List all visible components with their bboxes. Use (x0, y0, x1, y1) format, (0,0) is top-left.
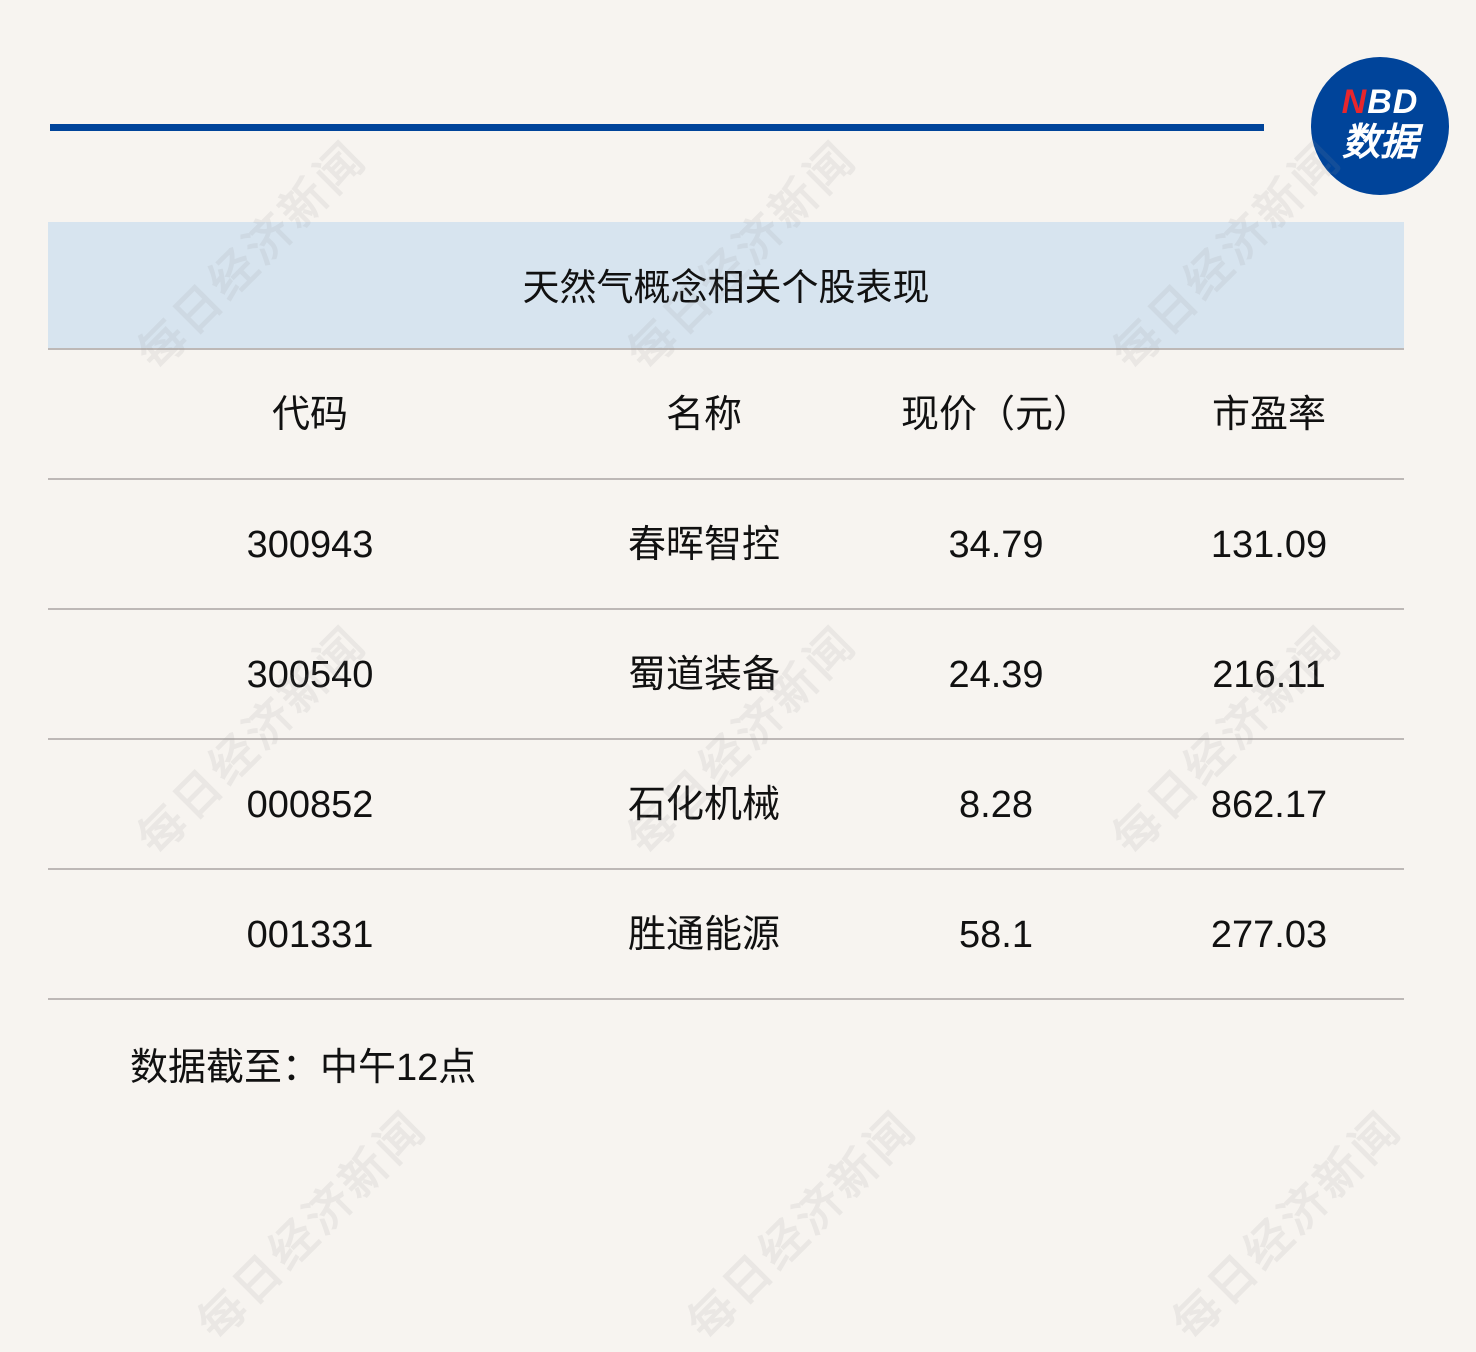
divider (48, 478, 1404, 480)
nbd-data-logo: NBD 数据 (1311, 57, 1449, 195)
cell-name: 石化机械 (627, 784, 781, 826)
divider (48, 998, 1404, 1000)
table-row: 001331 胜通能源 58.1 277.03 (48, 870, 1404, 1000)
table-row: 300943 春晖智控 34.79 131.09 (48, 480, 1404, 610)
cell-code: 300540 (246, 654, 374, 696)
table-title: 天然气概念相关个股表现 (522, 267, 930, 308)
cell-name: 胜通能源 (627, 914, 781, 956)
cell-pe: 277.03 (1210, 914, 1328, 956)
cell-pe: 131.09 (1210, 524, 1328, 566)
watermark: 每日经济新闻 (186, 1099, 438, 1351)
watermark: 每日经济新闻 (1161, 1099, 1413, 1351)
watermark: 每日经济新闻 (676, 1099, 928, 1351)
table-header-row: 代码 名称 现价（元） 市盈率 (48, 350, 1404, 480)
cell-price: 24.39 (948, 654, 1044, 696)
cell-name: 蜀道装备 (627, 654, 781, 696)
title-band (48, 222, 1404, 349)
cell-code: 000852 (246, 784, 374, 826)
data-cutoff-note: 数据截至：中午12点 (130, 1047, 477, 1089)
divider (48, 348, 1404, 350)
cell-price: 8.28 (959, 784, 1033, 826)
divider (48, 608, 1404, 610)
header-code: 代码 (271, 394, 349, 436)
divider (48, 738, 1404, 740)
cell-code: 001331 (246, 914, 374, 956)
top-accent-line (50, 124, 1264, 131)
header-price: 现价（元） (900, 394, 1092, 436)
table-row: 300540 蜀道装备 24.39 216.11 (48, 610, 1404, 740)
cell-price: 58.1 (959, 914, 1033, 956)
cell-price: 34.79 (948, 524, 1044, 566)
header-pe: 市盈率 (1211, 394, 1327, 436)
header-name: 名称 (665, 394, 743, 436)
cell-code: 300943 (246, 524, 374, 566)
cell-pe: 862.17 (1210, 784, 1328, 826)
table-row: 000852 石化机械 8.28 862.17 (48, 740, 1404, 870)
cell-pe: 216.11 (1212, 654, 1326, 696)
divider (48, 868, 1404, 870)
cell-name: 春晖智控 (627, 524, 781, 566)
